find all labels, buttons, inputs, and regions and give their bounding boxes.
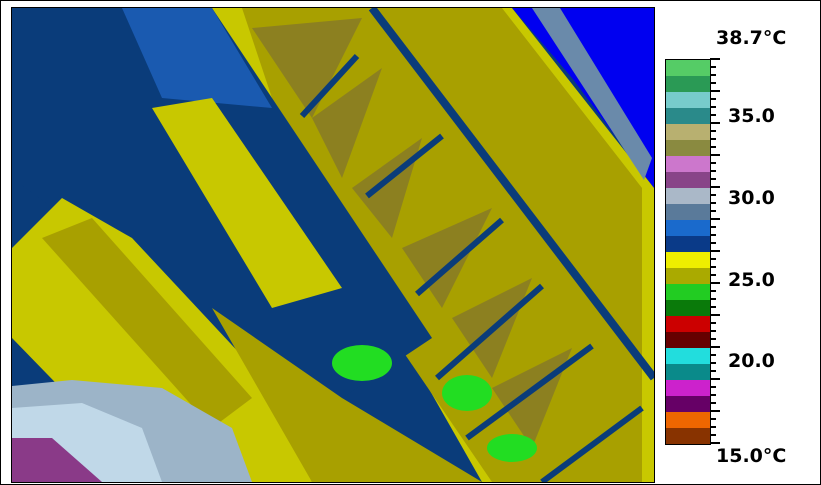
scale-color-segment <box>666 204 710 220</box>
scale-color-segment <box>666 124 710 140</box>
scale-tick <box>710 442 720 444</box>
scale-tick <box>710 378 720 380</box>
scale-tick <box>710 282 720 284</box>
scale-tick <box>710 98 716 100</box>
scale-tick <box>710 106 716 108</box>
scale-color-segment <box>666 268 710 284</box>
scale-color-segment <box>666 300 710 316</box>
scale-tick-label-20: 20.0 <box>728 350 775 372</box>
thermal-image <box>11 7 655 483</box>
scale-color-segment <box>666 396 710 412</box>
scale-tick <box>710 290 716 292</box>
scale-tick <box>710 74 716 76</box>
scale-tick <box>710 370 716 372</box>
scale-tick <box>710 82 716 84</box>
scale-tick <box>710 154 720 156</box>
scale-tick-label-30: 30.0 <box>728 187 775 209</box>
scale-color-segment <box>666 108 710 124</box>
thermal-image-canvas <box>12 8 654 482</box>
scale-color-segment <box>666 364 710 380</box>
scale-tick <box>710 402 716 404</box>
scale-color-segment <box>666 220 710 236</box>
scale-tick <box>710 66 716 68</box>
scale-tick <box>710 354 716 356</box>
scale-tick <box>710 226 716 228</box>
scale-tick <box>710 146 716 148</box>
scale-color-segment <box>666 156 710 172</box>
scale-tick <box>710 202 716 204</box>
scale-tick <box>710 426 716 428</box>
scale-tick <box>710 386 716 388</box>
scale-tick <box>710 418 716 420</box>
color-scale-bar <box>665 59 711 445</box>
scale-tick <box>710 186 720 188</box>
temperature-scale: 38.7°C 35.0 30.0 25.0 20.0 15.0°C <box>656 7 816 481</box>
scale-tick <box>710 178 716 180</box>
scale-tick <box>710 410 720 412</box>
scale-tick <box>710 58 720 60</box>
scale-color-segment <box>666 60 710 76</box>
scale-tick <box>710 210 716 212</box>
scale-color-segment <box>666 332 710 348</box>
scale-tick-label-35: 35.0 <box>728 105 775 127</box>
scale-tick <box>710 346 720 348</box>
scale-tick <box>710 274 716 276</box>
scale-color-segment <box>666 140 710 156</box>
scale-ticks <box>710 58 722 444</box>
scale-tick <box>710 162 716 164</box>
scale-color-segment <box>666 76 710 92</box>
scale-color-segment <box>666 412 710 428</box>
scale-color-segment <box>666 316 710 332</box>
scale-tick <box>710 234 716 236</box>
scale-color-segment <box>666 188 710 204</box>
scale-tick <box>710 306 716 308</box>
scale-color-segment <box>666 92 710 108</box>
scale-color-segment <box>666 252 710 268</box>
scale-tick <box>710 218 720 220</box>
scale-tick <box>710 242 716 244</box>
scale-tick-label-25: 25.0 <box>728 269 775 291</box>
scale-tick <box>710 330 716 332</box>
scale-tick <box>710 194 716 196</box>
scale-min-label: 15.0°C <box>716 445 787 467</box>
scale-tick <box>710 394 716 396</box>
scale-tick <box>710 258 716 260</box>
scale-tick <box>710 90 720 92</box>
scale-tick <box>710 266 716 268</box>
scale-tick <box>710 122 720 124</box>
scale-color-segment <box>666 380 710 396</box>
scale-tick <box>710 338 716 340</box>
scale-color-segment <box>666 428 710 444</box>
scale-tick <box>710 434 716 436</box>
scale-tick <box>710 314 720 316</box>
scale-tick <box>710 362 716 364</box>
scale-max-label: 38.7°C <box>716 27 787 49</box>
scale-color-segment <box>666 348 710 364</box>
scale-tick <box>710 138 716 140</box>
scale-color-segment <box>666 284 710 300</box>
scale-color-segment <box>666 172 710 188</box>
scale-tick <box>710 322 716 324</box>
scale-tick <box>710 170 716 172</box>
scale-tick <box>710 114 716 116</box>
scale-tick <box>710 250 720 252</box>
scale-tick <box>710 298 716 300</box>
scale-color-segment <box>666 236 710 252</box>
scale-tick <box>710 130 716 132</box>
